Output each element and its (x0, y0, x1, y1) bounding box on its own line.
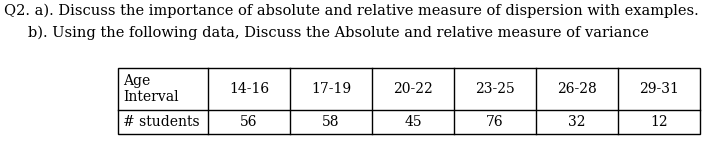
Text: Interval: Interval (123, 90, 179, 104)
Text: 17-19: 17-19 (311, 82, 351, 96)
Text: # students: # students (123, 115, 199, 129)
Text: Q2. a). Discuss the importance of absolute and relative measure of dispersion wi: Q2. a). Discuss the importance of absolu… (4, 4, 698, 18)
Text: 32: 32 (568, 115, 586, 129)
Text: 45: 45 (404, 115, 422, 129)
Text: 12: 12 (650, 115, 668, 129)
Text: 20-22: 20-22 (393, 82, 433, 96)
Text: 76: 76 (486, 115, 504, 129)
Text: 14-16: 14-16 (229, 82, 269, 96)
Text: 56: 56 (240, 115, 258, 129)
Bar (118, 68, 700, 134)
Text: b). Using the following data, Discuss the Absolute and relative measure of varia: b). Using the following data, Discuss th… (28, 26, 649, 40)
Text: Age: Age (123, 74, 150, 88)
Text: 29-31: 29-31 (639, 82, 679, 96)
Text: 58: 58 (323, 115, 340, 129)
Text: 23-25: 23-25 (475, 82, 515, 96)
Text: 26-28: 26-28 (557, 82, 597, 96)
